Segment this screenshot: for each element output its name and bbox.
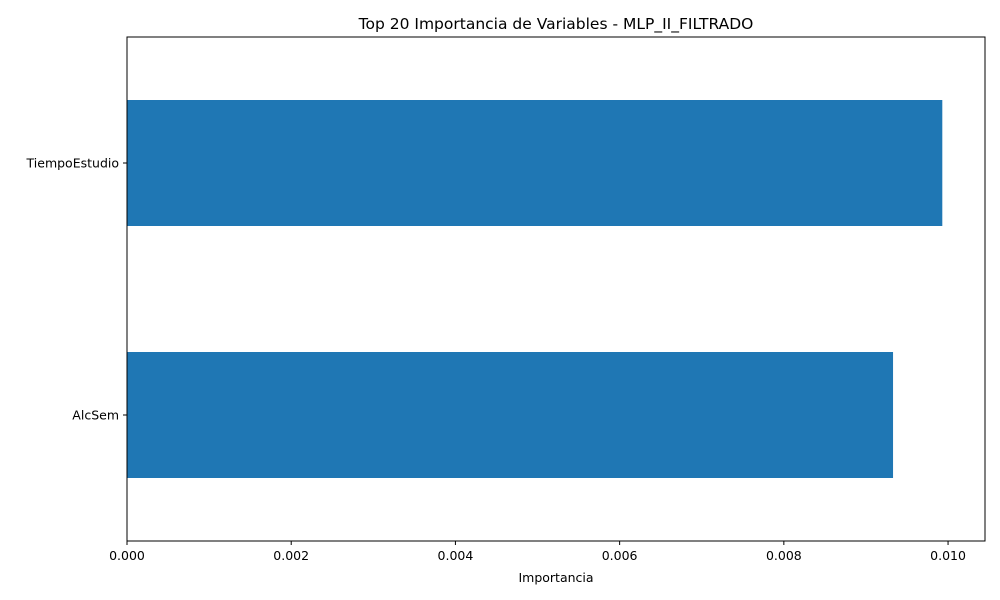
x-axis-ticks: 0.000 0.002 0.004 0.006 0.008 0.010	[109, 541, 966, 563]
x-axis-label: Importancia	[518, 570, 593, 585]
x-tick-label: 0.002	[273, 548, 309, 563]
x-tick-label: 0.004	[438, 548, 474, 563]
bar-AlcSem	[127, 352, 894, 478]
x-tick-label: 0.000	[109, 548, 145, 563]
x-tick-label: 0.008	[766, 548, 802, 563]
bars-group	[127, 100, 943, 478]
bar-TiempoEstudio	[127, 100, 943, 226]
plot-frame	[126, 36, 986, 542]
x-tick-label: 0.006	[602, 548, 638, 563]
y-axis-ticks: TiempoEstudio AlcSem	[26, 156, 127, 423]
x-tick-label: 0.010	[930, 548, 966, 563]
chart-title: Top 20 Importancia de Variables - MLP_II…	[358, 15, 754, 34]
y-tick-label: TiempoEstudio	[26, 156, 119, 171]
y-tick-label: AlcSem	[72, 408, 119, 423]
